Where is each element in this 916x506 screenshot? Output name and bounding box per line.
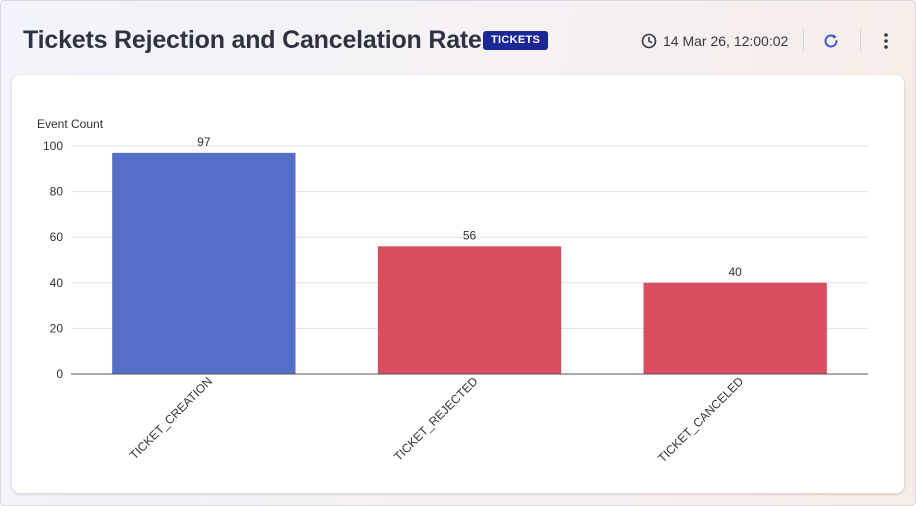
bar-ticket-creation [112,152,296,374]
y-axis-label: Event Count [37,117,104,131]
more-vertical-icon [884,33,888,49]
category-badge: TICKETS [483,31,549,50]
widget-title: Tickets Rejection and Cancelation Rate [23,26,482,54]
y-tick-label: 80 [50,185,64,199]
more-menu-button[interactable] [873,28,899,54]
bar-chart: Event Count 0 20 40 60 80 100 97 TICKET_CREATION… [37,117,868,465]
bar-ticket-rejected [377,246,562,374]
bar-ticket-canceled [643,282,827,374]
last-updated: 14 Mar 26, 12:00:02 [641,31,788,50]
timestamp-text: 14 Mar 26, 12:00:02 [663,32,789,49]
data-label: 40 [728,265,742,279]
y-tick-label: 0 [56,367,63,381]
refresh-button[interactable] [818,28,844,54]
toolbar-divider [803,29,804,51]
x-tick-label: TICKET_REJECTED [391,374,481,464]
y-tick-label: 40 [50,276,64,290]
y-tick-label: 100 [43,139,63,153]
x-tick-label: TICKET_CANCELED [655,374,746,465]
toolbar-divider [860,29,861,51]
chart-card: Event Count 0 20 40 60 80 100 97 TICKET_CREATION… [12,75,904,493]
y-tick-label: 20 [50,321,64,335]
x-tick-label: TICKET_CREATION [127,374,215,462]
data-label: 56 [463,228,477,242]
clock-icon [641,33,657,48]
data-label: 97 [197,135,211,149]
y-tick-label: 60 [50,230,64,244]
refresh-icon [824,34,838,48]
